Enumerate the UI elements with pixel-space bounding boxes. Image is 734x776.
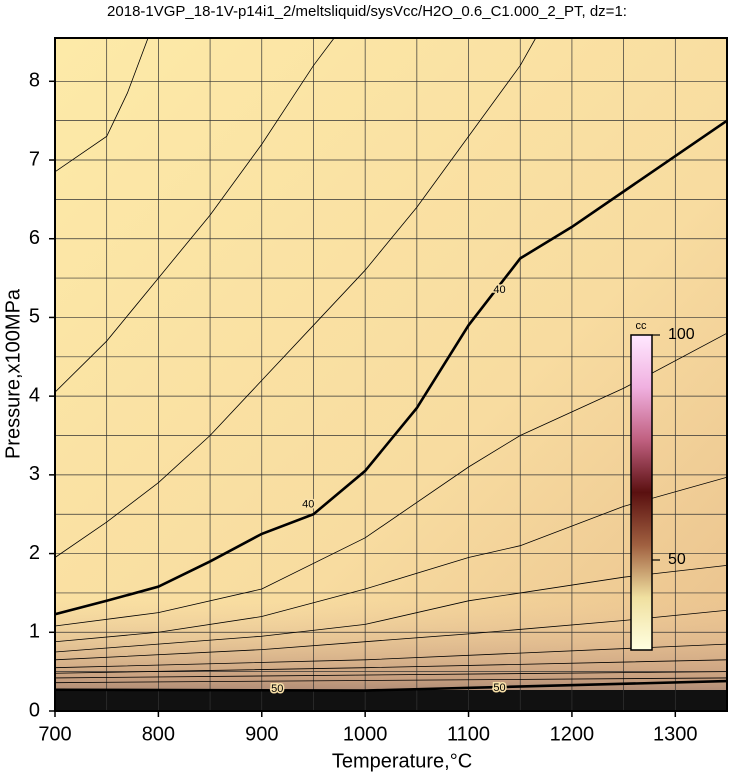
- contour-label: 40: [493, 284, 505, 296]
- x-tick-label: 900: [245, 723, 278, 745]
- y-tick-label: 5: [29, 306, 40, 328]
- contour-line: [55, 476, 727, 643]
- x-tick-label: 700: [38, 723, 71, 745]
- x-tick-label: 1300: [653, 723, 698, 745]
- contour-line: [55, 38, 335, 393]
- y-tick-label: 6: [29, 227, 40, 249]
- dense-contours: [55, 690, 727, 711]
- y-tick-label: 2: [29, 542, 40, 564]
- y-tick-label: 8: [29, 70, 40, 92]
- contour-label: 40: [302, 499, 314, 511]
- colorbar-tick-label: 50: [668, 551, 686, 568]
- contour-line: [55, 671, 727, 679]
- x-tick-label: 1100: [447, 723, 490, 745]
- contour-line: [55, 677, 727, 684]
- colorbar: [630, 334, 653, 651]
- colorbar-label: cc: [636, 320, 648, 332]
- contour-line: [55, 679, 727, 692]
- colorbar-tick-label: 100: [668, 326, 695, 343]
- x-tick-label: 1200: [550, 723, 595, 745]
- plot-background: [55, 38, 727, 711]
- x-axis-label: Temperature,°C: [332, 750, 472, 772]
- y-tick-label: 3: [29, 463, 40, 485]
- y-tick-label: 4: [29, 384, 40, 406]
- contour-line: [55, 659, 727, 674]
- contour-line: [55, 332, 727, 627]
- contour-line: [55, 609, 727, 661]
- x-tick-label: 800: [142, 723, 175, 745]
- y-tick-label: 7: [29, 148, 40, 170]
- contour-label: 50: [271, 683, 283, 695]
- contour-label: 50: [493, 682, 505, 694]
- contour-line: [55, 119, 727, 616]
- x-tick-label: 1000: [343, 723, 388, 745]
- contour-line: [55, 38, 149, 173]
- y-tick-label: 1: [29, 621, 40, 643]
- contour-line: [55, 643, 727, 669]
- plot-frame: [54, 37, 728, 712]
- y-axis-label: Pressure,x100MPa: [2, 288, 24, 459]
- contour-line: [55, 38, 537, 558]
- chart-title: 2018-1VGP_18-1V-p14i1_2/meltsliquid/sysV…: [107, 3, 627, 20]
- y-tick-label: 0: [29, 699, 40, 721]
